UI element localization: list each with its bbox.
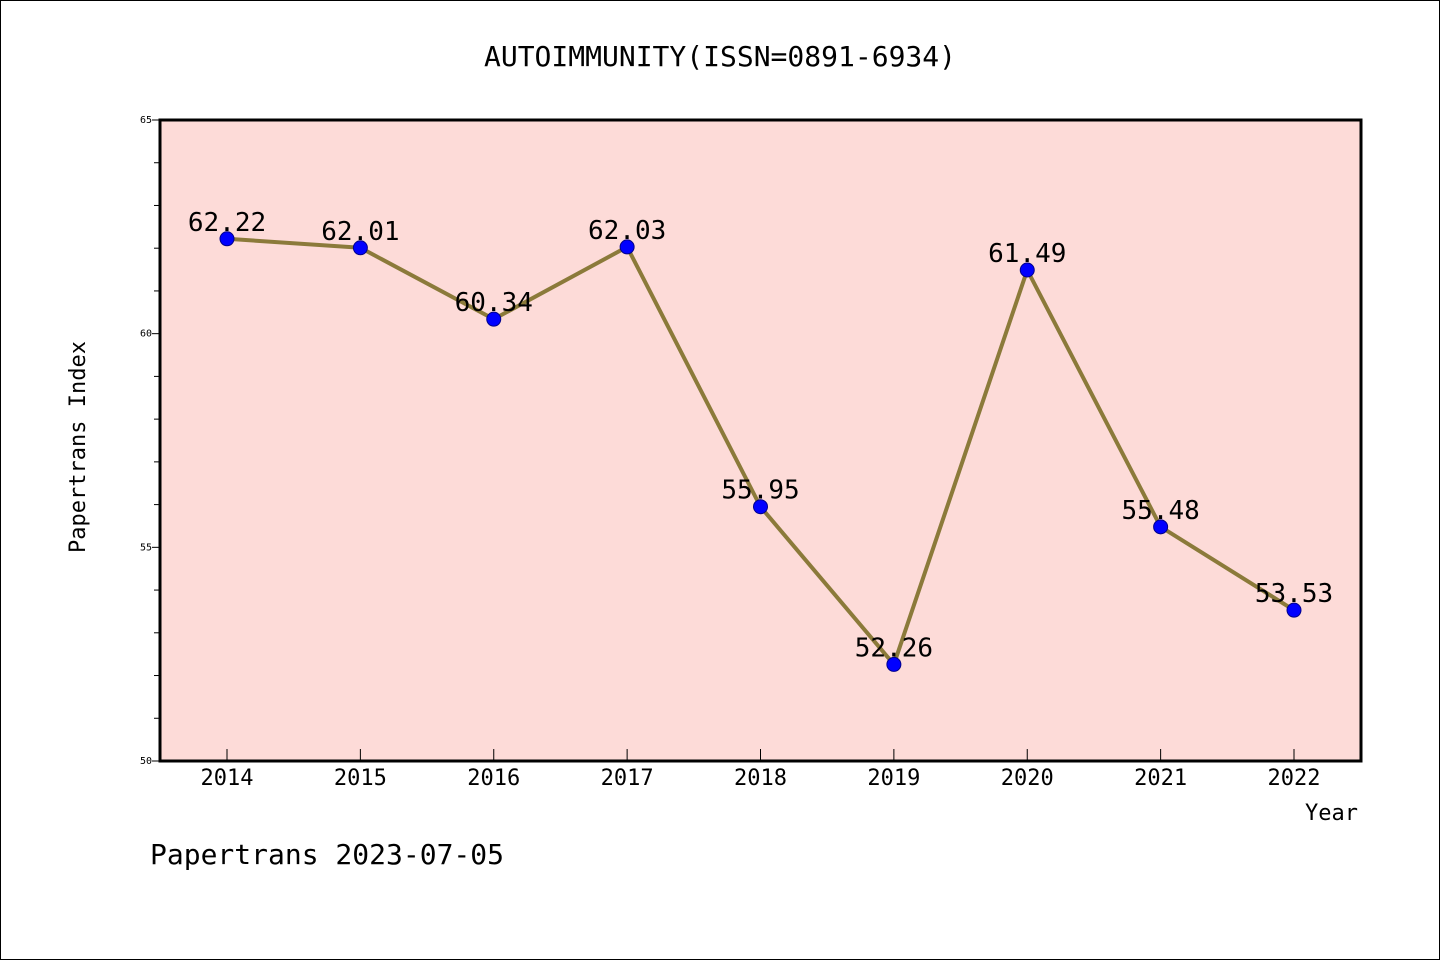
x-tick-label: 2016: [467, 766, 520, 791]
data-label: 55.95: [721, 476, 799, 506]
x-axis-label: Year: [1305, 801, 1358, 826]
data-label: 55.48: [1121, 496, 1199, 526]
data-point: [1153, 519, 1169, 535]
x-tick-label: 2014: [201, 766, 254, 791]
chart-title: AUTOIMMUNITY(ISSN=0891-6934): [484, 40, 956, 73]
data-label: 61.49: [988, 239, 1066, 269]
data-point: [486, 311, 502, 327]
y-tick-label: 50: [140, 756, 152, 767]
data-point: [753, 499, 768, 515]
y-axis-label: Papertrans Index: [66, 341, 91, 553]
x-tick-label: 2018: [734, 766, 787, 791]
x-tick-label: 2022: [1268, 766, 1321, 791]
y-tick-label: 65: [140, 115, 152, 126]
series-group: 62.22 62.01 60.34 62.03 55.95 52.26 61.49 55.48…: [188, 208, 1333, 672]
data-point: [619, 239, 635, 255]
data-label: 62.22: [188, 208, 266, 238]
x-tick-label: 2021: [1134, 766, 1187, 791]
x-tick-label: 2020: [1001, 766, 1054, 791]
data-point: [1019, 262, 1035, 278]
plot-area: [158, 118, 1363, 763]
data-label: 62.01: [321, 217, 399, 247]
data-point: [219, 231, 235, 247]
x-tick-label: 2015: [334, 766, 387, 791]
footer-text: Papertrans 2023-07-05: [150, 838, 504, 871]
data-point: [1286, 602, 1302, 618]
x-axis: 2014 2015 2016 2017 2018 2019 2020 2021 2022: [201, 749, 1321, 791]
data-point: [352, 240, 368, 256]
y-tick-label: 55: [140, 542, 152, 553]
y-axis: 50 55 60 65: [140, 115, 160, 767]
data-point: [886, 656, 902, 672]
x-tick-label: 2019: [867, 766, 920, 791]
data-label: 52.26: [855, 633, 933, 663]
data-label: 53.53: [1255, 579, 1333, 609]
data-label: 62.03: [588, 216, 666, 246]
data-label: 60.34: [455, 288, 533, 318]
x-tick-label: 2017: [601, 766, 654, 791]
y-tick-label: 60: [140, 329, 152, 340]
